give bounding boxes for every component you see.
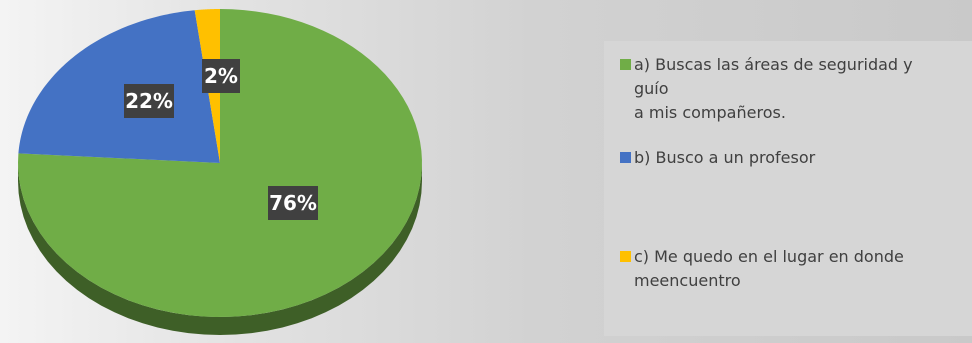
pie-data-labels: 76% 22% 2% (124, 59, 318, 220)
pie-slices (18, 9, 422, 317)
legend-label-a-line2: guío (634, 79, 669, 98)
legend-label-c-line1: c) Me quedo en el lugar en donde (634, 247, 904, 266)
data-label-box-1 (124, 84, 174, 118)
legend-item-b: b) Busco a un profesor (620, 146, 965, 170)
pie-slice-0 (18, 9, 422, 317)
data-label-text-2: 2% (204, 64, 238, 88)
legend-swatch-c (620, 251, 631, 262)
legend-label-a-line3: a mis compañeros. (634, 103, 786, 122)
legend-swatch-a (620, 59, 631, 70)
data-label-box-2 (202, 59, 240, 93)
legend-item-a: a) Buscas las áreas de seguridad y guío … (620, 53, 965, 125)
data-label-2: 2% (202, 59, 240, 93)
data-label-0: 76% (268, 186, 318, 220)
pie-chart: 76% 22% 2% (18, 9, 422, 335)
legend-item-c: c) Me quedo en el lugar en donde meencue… (620, 245, 965, 293)
data-label-text-1: 22% (125, 89, 173, 113)
data-label-box-0 (268, 186, 318, 220)
pie-slice-1 (18, 10, 221, 163)
data-label-text-0: 76% (269, 191, 317, 215)
legend-swatch-b (620, 152, 631, 163)
legend-label-a-line1: a) Buscas las áreas de seguridad y (634, 55, 913, 74)
legend-label-b-line1: b) Busco a un profesor (634, 148, 816, 167)
legend-label-c-line2: meencuentro (634, 271, 741, 290)
data-label-1: 22% (124, 84, 174, 118)
chart-legend: a) Buscas las áreas de seguridad y guío … (604, 41, 972, 336)
